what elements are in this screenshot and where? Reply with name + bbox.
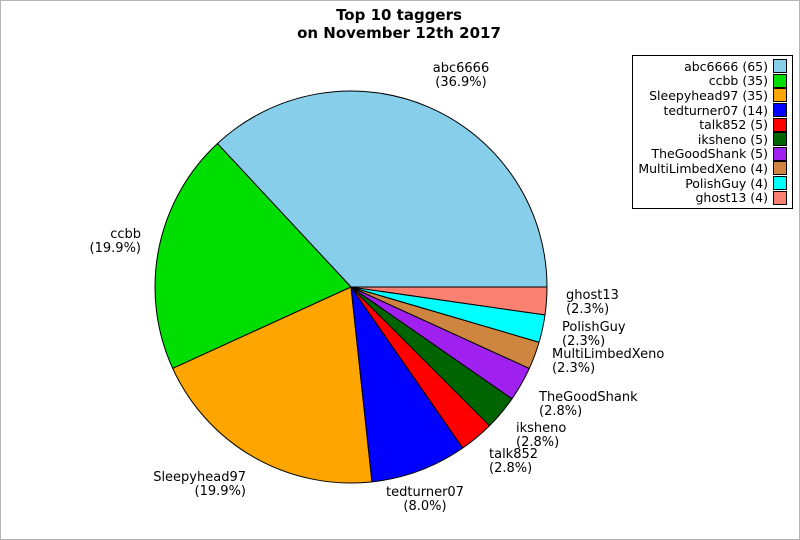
slice-label-percent: (2.3%) (552, 360, 596, 376)
legend-swatch-iksheno (773, 132, 787, 147)
legend-label: abc6666 (65) (684, 58, 768, 74)
slice-label-name: talk852 (489, 447, 539, 462)
slice-label-name: TheGoodShank (539, 390, 638, 405)
slice-label-ghost13: ghost13 (2.3%) (566, 289, 619, 316)
legend-row-tedturner07: tedturner07 (14) (636, 102, 787, 118)
slice-label-PolishGuy: PolishGuy (2.3%) (562, 321, 626, 348)
legend-label: ccbb (35) (708, 73, 768, 89)
slice-label-tedturner07: tedturner07 (8.0%) (386, 486, 464, 513)
slice-label-name: ghost13 (566, 288, 619, 303)
slice-label-abc6666: abc6666 (36.9%) (433, 62, 489, 89)
slice-label-ccbb: ccbb (19.9%) (1, 228, 141, 255)
legend-label: TheGoodShank (5) (651, 146, 768, 162)
slice-label-MultiLimbedXeno: MultiLimbedXeno (2.3%) (552, 348, 664, 375)
pie-slice-tedturner07 (350, 286, 464, 483)
slice-label-TheGoodShank: TheGoodShank (2.8%) (539, 391, 638, 418)
slice-label-percent: (2.8%) (516, 434, 560, 450)
legend-swatch-MultiLimbedXeno (773, 161, 787, 176)
slice-label-percent: (19.9%) (89, 240, 141, 256)
legend-label: ghost13 (4) (695, 190, 768, 206)
legend-row-MultiLimbedXeno: MultiLimbedXeno (4) (636, 160, 787, 176)
slice-label-percent: (19.9%) (194, 483, 246, 499)
slice-label-percent: (8.0%) (403, 498, 447, 514)
legend-row-ghost13: ghost13 (4) (636, 190, 787, 206)
legend-row-iksheno: iksheno (5) (636, 131, 787, 147)
pie-slice-Sleepyhead97 (172, 286, 373, 484)
slice-label-name: PolishGuy (562, 320, 626, 335)
legend-swatch-TheGoodShank (773, 146, 787, 161)
chart-title-line1: Top 10 taggers (336, 6, 462, 24)
legend-row-TheGoodShank: TheGoodShank (5) (636, 146, 787, 162)
legend-row-talk852: talk852 (5) (636, 117, 787, 133)
legend-label: iksheno (5) (697, 131, 768, 147)
pie-slice-ccbb (154, 143, 352, 369)
legend-swatch-Sleepyhead97 (773, 88, 787, 103)
pie-slice-abc6666 (216, 90, 548, 288)
slice-label-name: iksheno (516, 421, 567, 436)
legend-label: PolishGuy (4) (685, 175, 768, 191)
chart-title-line2: on November 12th 2017 (297, 23, 501, 42)
legend-label: talk852 (5) (699, 117, 768, 133)
slice-label-percent: (2.8%) (539, 403, 583, 419)
legend-swatch-tedturner07 (773, 103, 787, 118)
legend-row-abc6666: abc6666 (65) (636, 58, 787, 74)
slice-label-name: MultiLimbedXeno (552, 347, 665, 362)
legend-row-ccbb: ccbb (35) (636, 73, 787, 89)
legend-row-PolishGuy: PolishGuy (4) (636, 175, 787, 191)
slice-label-percent: (2.3%) (566, 301, 610, 317)
legend-row-Sleepyhead97: Sleepyhead97 (35) (636, 87, 787, 103)
slice-label-name: abc6666 (432, 61, 490, 76)
slice-label-name: Sleepyhead97 (153, 470, 246, 485)
legend-label: Sleepyhead97 (35) (649, 87, 768, 103)
slice-label-Sleepyhead97: Sleepyhead97 (19.9%) (1, 471, 246, 498)
slice-label-iksheno: iksheno (2.8%) (516, 422, 566, 449)
slice-label-percent: (36.9%) (435, 74, 487, 90)
slice-label-percent: (2.3%) (562, 333, 606, 349)
pie-slice-ghost13 (350, 286, 548, 316)
legend-label: MultiLimbedXeno (4) (638, 160, 768, 176)
legend-swatch-ghost13 (773, 190, 787, 205)
slice-label-name: ccbb (110, 227, 141, 242)
legend-label: tedturner07 (14) (663, 102, 768, 118)
legend-box: abc6666 (65) ccbb (35) Sleepyhead97 (35) te… (632, 55, 793, 209)
legend-swatch-PolishGuy (773, 176, 787, 191)
legend-swatch-ccbb (773, 73, 787, 88)
slice-label-percent: (2.8%) (489, 460, 533, 476)
legend-swatch-abc6666 (773, 59, 787, 74)
slice-label-name: tedturner07 (386, 485, 464, 500)
legend-swatch-talk852 (773, 117, 787, 132)
slice-label-talk852: talk852 (2.8%) (489, 448, 538, 475)
chart-title: Top 10 taggers on November 12th 2017 (1, 6, 797, 42)
